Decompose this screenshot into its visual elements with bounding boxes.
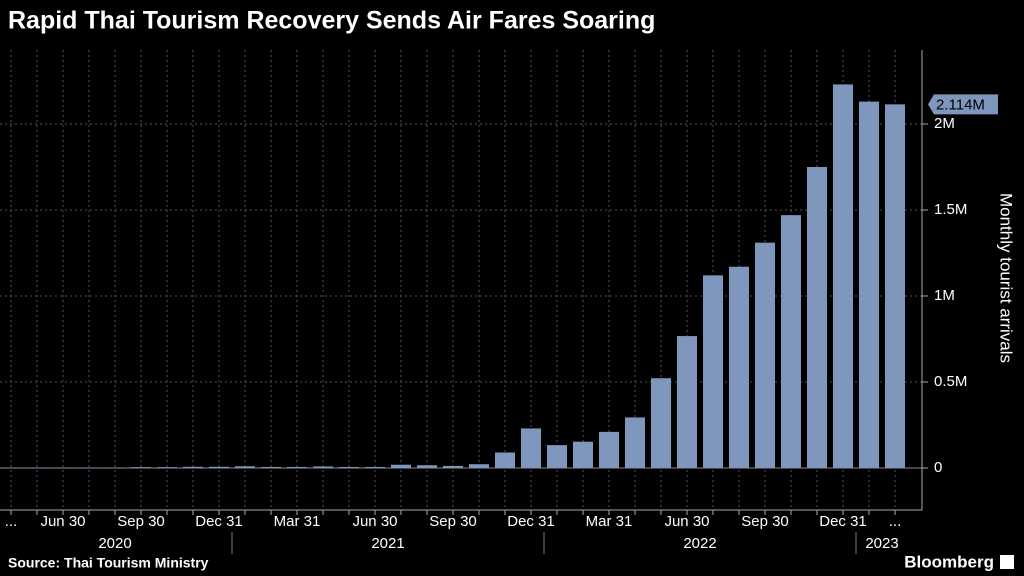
bar [625, 417, 645, 468]
bar [703, 275, 723, 468]
y-tick-label: 1M [934, 287, 955, 304]
x-tick-label: Sep 30 [429, 513, 477, 530]
bar [53, 467, 73, 469]
bar [885, 104, 905, 468]
x-group-label: 2020 [98, 535, 131, 552]
bar [417, 465, 437, 468]
value-label-box [928, 94, 998, 115]
x-tick-label: Mar 31 [274, 513, 321, 530]
bar [469, 464, 489, 468]
bar [235, 466, 255, 468]
y-tick-label: 0.5M [934, 373, 967, 390]
brand-icon [1000, 555, 1014, 569]
bar [365, 466, 385, 468]
bar [547, 445, 567, 468]
x-tick-label: Jun 30 [40, 513, 85, 530]
bar [209, 466, 229, 468]
x-tick-label: Jun 30 [352, 513, 397, 530]
bar [755, 242, 775, 468]
chart-title: Rapid Thai Tourism Recovery Sends Air Fa… [8, 7, 655, 35]
bar [521, 428, 541, 468]
x-tick-label: ... [889, 513, 902, 530]
bar [833, 84, 853, 468]
x-tick-label: Dec 31 [195, 513, 243, 530]
x-tick-label: Dec 31 [819, 513, 867, 530]
bar [807, 166, 827, 468]
bar [391, 464, 411, 468]
bar [573, 441, 593, 468]
bar [495, 452, 515, 468]
bar [105, 467, 125, 469]
y-tick-label: 2M [934, 115, 955, 132]
x-tick-label: Jun 30 [664, 513, 709, 530]
x-tick-label: Sep 30 [741, 513, 789, 530]
bar [157, 467, 177, 468]
x-tick-label: Mar 31 [586, 513, 633, 530]
bar [781, 215, 801, 468]
y-axis-label: Monthly tourist arrivals [997, 193, 1016, 363]
bar [1, 467, 21, 469]
x-tick-label: ... [5, 513, 18, 530]
value-label: 2.114M [936, 96, 985, 113]
y-tick-label: 0 [934, 459, 942, 476]
bar [677, 336, 697, 468]
bar [651, 378, 671, 468]
bar [313, 466, 333, 468]
bar [599, 431, 619, 468]
bar [79, 467, 99, 469]
x-group-label: 2022 [683, 535, 716, 552]
bar [183, 466, 203, 468]
bar [859, 101, 879, 469]
x-group-label: 2021 [371, 535, 404, 552]
brand: Bloomberg [904, 552, 994, 571]
bar [27, 467, 47, 469]
bar [131, 467, 151, 468]
x-tick-label: Dec 31 [507, 513, 555, 530]
x-tick-label: Sep 30 [117, 513, 165, 530]
bar [339, 466, 359, 468]
bar [443, 465, 463, 468]
bar [261, 466, 281, 468]
source: Source: Thai Tourism Ministry [8, 555, 209, 571]
bar [729, 266, 749, 468]
x-group-label: 2023 [865, 535, 898, 552]
y-tick-label: 1.5M [934, 201, 967, 218]
bar [287, 466, 307, 468]
